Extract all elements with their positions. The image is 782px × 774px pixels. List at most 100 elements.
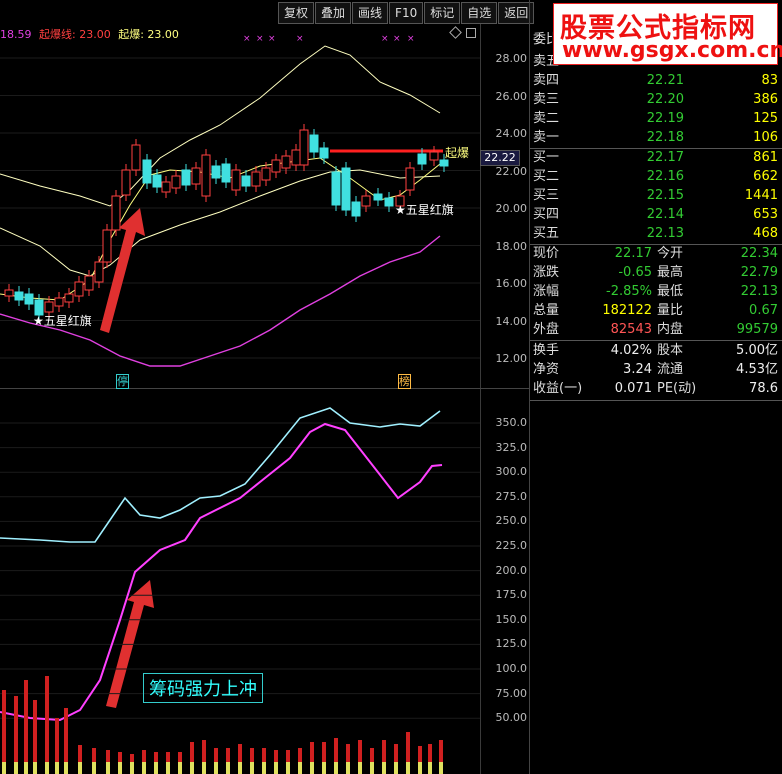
chip-tick: 275.0 <box>495 489 528 503</box>
finance-value: 4.02% <box>610 343 652 358</box>
volume-bar <box>322 742 326 774</box>
candlestick <box>384 197 394 207</box>
finance-value-2: 5.00亿 <box>736 343 778 358</box>
stat-label-2: 内盘 <box>657 322 684 337</box>
limit-up-mark[interactable]: 停 <box>116 374 129 389</box>
volume-bar <box>190 742 194 774</box>
fuquan-button[interactable]: 复权 <box>278 2 315 24</box>
book-divider-2 <box>530 244 782 245</box>
candlestick <box>34 299 44 316</box>
candlestick <box>44 301 54 313</box>
volume-base <box>45 762 49 774</box>
bid-row[interactable]: 买四 22.14 653 <box>530 205 782 224</box>
price-tick: 14.00 <box>495 314 528 328</box>
candlestick <box>299 129 309 166</box>
chip-tick: 75.00 <box>495 686 528 700</box>
volume-bar <box>14 696 18 774</box>
chip-tick: 350.0 <box>495 416 528 429</box>
volume-bar <box>346 744 350 774</box>
price-tick: 26.00 <box>495 89 528 103</box>
finance-label: 净资 <box>533 362 560 377</box>
bid-volume: 653 <box>753 207 778 222</box>
ask-row[interactable]: 卖四 22.21 83 <box>530 71 782 90</box>
volume-base <box>334 762 338 774</box>
volume-base <box>118 762 122 774</box>
bid-price: 22.16 <box>646 169 684 184</box>
weibi-row: 委比 <box>530 30 782 49</box>
price-tick: 24.00 <box>495 127 528 140</box>
volume-bar <box>310 742 314 774</box>
kline-chart[interactable]: × × × × × × × <box>0 0 530 774</box>
cross-marker: × <box>381 34 389 44</box>
candlestick <box>161 181 171 193</box>
finance-value-2: 78.6 <box>749 381 778 396</box>
volume-bar <box>298 748 302 774</box>
price-tick: 20.00 <box>495 202 528 215</box>
volume-bar <box>64 708 68 774</box>
finance-value: 3.24 <box>623 362 652 377</box>
ask-row[interactable]: 卖一 22.18 106 <box>530 128 782 147</box>
ask-volume: 106 <box>753 130 778 145</box>
chip-tick: 325.0 <box>495 440 528 454</box>
candlestick <box>341 167 351 211</box>
finance-row: 换手 4.02% 股本 5.00亿 <box>530 341 782 360</box>
stat-value-2: 22.13 <box>740 284 778 299</box>
mark-button[interactable]: 标记 <box>424 2 461 24</box>
overlay-button[interactable]: 叠加 <box>315 2 352 24</box>
candlestick <box>351 201 361 217</box>
stat-label-2: 最高 <box>657 265 684 280</box>
upper-band-line <box>0 45 441 207</box>
volume-base <box>14 762 18 774</box>
stat-label: 现价 <box>533 246 560 261</box>
volume-bar <box>92 748 96 774</box>
volume-bar <box>238 744 242 774</box>
square-icon[interactable] <box>466 28 476 38</box>
bid-row[interactable]: 买一 22.17 861 <box>530 148 782 167</box>
watchlist-button[interactable]: 自选 <box>461 2 498 24</box>
candlestick <box>271 159 281 173</box>
candlestick <box>64 293 74 303</box>
finance-value: 0.071 <box>614 381 652 396</box>
candlestick <box>211 165 221 179</box>
stat-value-2: 22.34 <box>740 246 778 261</box>
ask-row[interactable]: 卖三 22.20 386 <box>530 90 782 109</box>
back-button[interactable]: 返回 <box>498 2 535 24</box>
stat-row: 外盘 82543 内盘 99579 <box>530 320 782 339</box>
price-tick: 12.00 <box>495 352 528 365</box>
bid-row[interactable]: 买五 22.13 468 <box>530 224 782 243</box>
stat-row: 总量 182122 量比 0.67 <box>530 301 782 320</box>
bid-row[interactable]: 买三 22.15 1441 <box>530 186 782 205</box>
bid-volume: 468 <box>753 226 778 241</box>
ma-line <box>0 157 441 301</box>
f10-button[interactable]: F10 <box>389 2 424 24</box>
volume-bar <box>33 700 37 774</box>
candlestick <box>251 171 261 187</box>
cross-marker: × <box>407 34 415 44</box>
volume-base <box>154 762 158 774</box>
bid-row[interactable]: 买二 22.16 662 <box>530 167 782 186</box>
candlestick <box>94 261 104 283</box>
candlestick <box>439 159 449 167</box>
middle-band-line <box>0 169 441 277</box>
bid-volume: 1441 <box>744 188 778 203</box>
volume-base <box>202 762 206 774</box>
candlestick <box>361 195 371 207</box>
dragon-tiger-mark[interactable]: 榜 <box>398 374 411 389</box>
volume-bar <box>358 740 362 774</box>
volume-bar <box>370 748 374 774</box>
volume-bar <box>382 740 386 774</box>
finance-label: 收益(一) <box>533 381 583 396</box>
candlestick <box>131 144 141 171</box>
stat-value: -0.65 <box>618 265 652 280</box>
ask-label: 卖四 <box>533 73 560 88</box>
volume-base <box>33 762 37 774</box>
candlestick <box>54 297 64 307</box>
draw-line-button[interactable]: 画线 <box>352 2 389 24</box>
panel-divider <box>529 0 530 774</box>
pane-separator[interactable] <box>0 388 530 389</box>
ask-row[interactable]: 卖二 22.19 125 <box>530 109 782 128</box>
stat-value-2: 99579 <box>736 322 778 337</box>
bid-label: 买一 <box>533 150 560 165</box>
bid-label: 买五 <box>533 226 560 241</box>
qibao-label: 起爆: 23.00 <box>118 28 179 41</box>
